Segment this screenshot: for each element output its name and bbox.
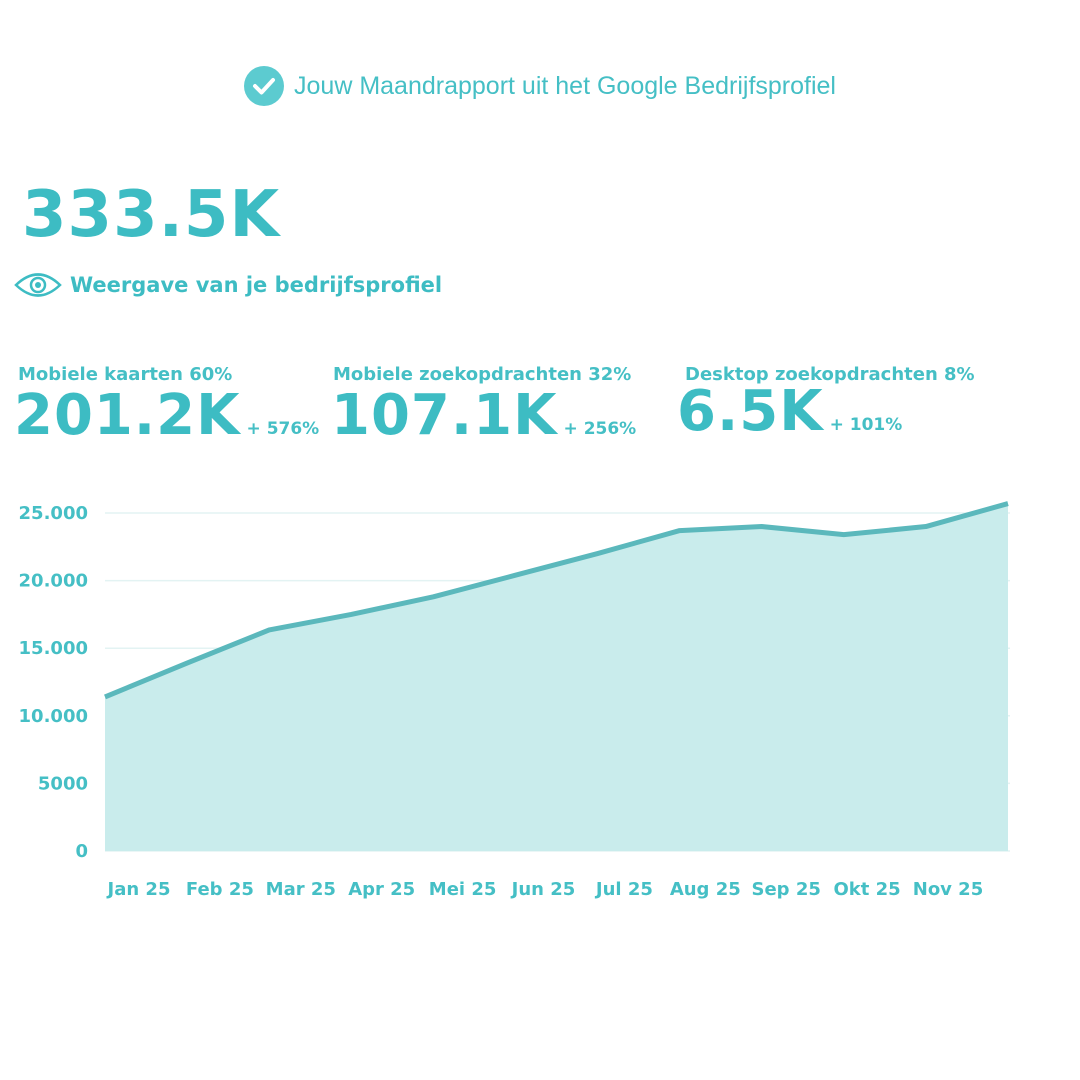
y-tick-label: 5000 [38,773,88,794]
metric-label: Desktop zoekopdrachten 8% [685,364,975,385]
metric: Desktop zoekopdrachten 8% 6.5K + 101% [677,364,975,444]
y-tick-label: 25.000 [19,503,88,524]
area [105,503,1008,851]
total-views: 333.5K [22,178,281,252]
metric-value: 6.5K [677,379,824,444]
x-tick-label: Jan 25 [106,879,171,900]
x-tick-label: Apr 25 [348,879,415,900]
metric: Mobiele zoekopdrachten 32% 107.1K + 256% [331,364,636,448]
x-tick-label: Mar 25 [266,879,336,900]
metric-row: 107.1K + 256% [331,383,636,448]
views-label: Weergave van je bedrijfsprofiel [70,273,443,297]
metric-change: + 256% [563,419,637,439]
views-label-row: Weergave van je bedrijfsprofiel [14,270,442,300]
chart: 0 5000 10.000 15.000 20.000 25.000 Jan 25 Feb 2… [19,501,1010,900]
x-tick-label: Jul 25 [594,879,653,900]
report-title: Jouw Maandrapport uit het Google Bedrijf… [294,71,836,100]
x-tick-label: Jun 25 [510,879,576,900]
check-icon [244,66,285,106]
x-tick-label: Mei 25 [429,879,497,900]
metric-change: + 576% [246,419,320,439]
metric-value: 107.1K [331,383,558,448]
metric: Mobiele kaarten 60% 201.2K + 576% [14,364,319,448]
metric-row: 6.5K + 101% [677,379,975,444]
header: Jouw Maandrapport uit het Google Bedrijf… [0,66,1080,106]
x-tick-label: Nov 25 [913,879,983,900]
x-tick-label: Okt 25 [833,879,900,900]
eye-icon [14,273,62,297]
x-tick-label: Feb 25 [186,879,254,900]
metric-change: + 101% [829,415,903,435]
x-tick-label: Sep 25 [752,879,821,900]
metric-label: Mobiele kaarten 60% [18,364,233,385]
y-tick-label: 15.000 [19,638,88,659]
metric-label: Mobiele zoekopdrachten 32% [333,364,632,385]
metric-row: 201.2K + 576% [14,383,319,448]
y-tick-label: 0 [75,841,88,862]
y-tick-label: 20.000 [19,571,88,592]
metric-value: 201.2K [14,383,241,448]
y-tick-label: 10.000 [19,706,88,727]
x-tick-label: Aug 25 [670,879,741,900]
line [104,501,1009,700]
